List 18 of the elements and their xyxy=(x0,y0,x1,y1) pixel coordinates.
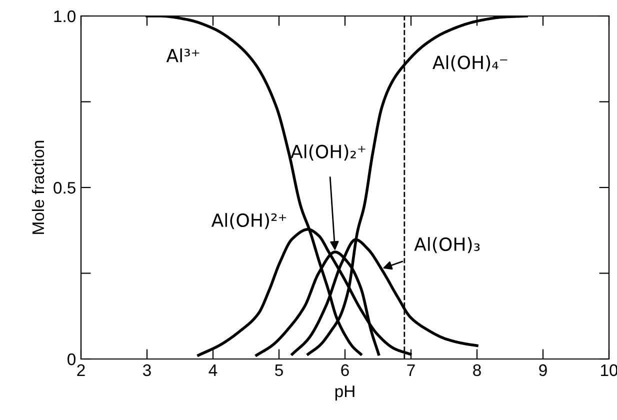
x-tick-label: 2 xyxy=(77,364,85,376)
x-tick-label: 5 xyxy=(275,364,283,376)
x-tick-label: 6 xyxy=(341,364,349,376)
series-label: Al(OH)₄⁻ xyxy=(432,55,508,72)
x-tick-label: 7 xyxy=(407,364,415,376)
x-tick-label: 4 xyxy=(208,364,218,376)
x-tick-label: 8 xyxy=(473,364,481,376)
y-tick-label: 0 xyxy=(68,353,76,366)
x-tick-label: 9 xyxy=(539,364,547,376)
y-tick-label: 0.5 xyxy=(54,182,76,194)
x-axis-title: pH xyxy=(335,386,354,400)
series-label: Al(OH)²⁺ xyxy=(211,213,286,230)
series-label: Al³⁺ xyxy=(166,48,200,62)
text: Al(OH)₃ xyxy=(414,237,480,254)
text: Al(OH)₂⁺ xyxy=(290,144,366,161)
y-axis-title: Mole fraction xyxy=(32,140,44,234)
x-tick-label: 3 xyxy=(143,364,151,376)
y-tick-label: 1.0 xyxy=(54,10,76,22)
